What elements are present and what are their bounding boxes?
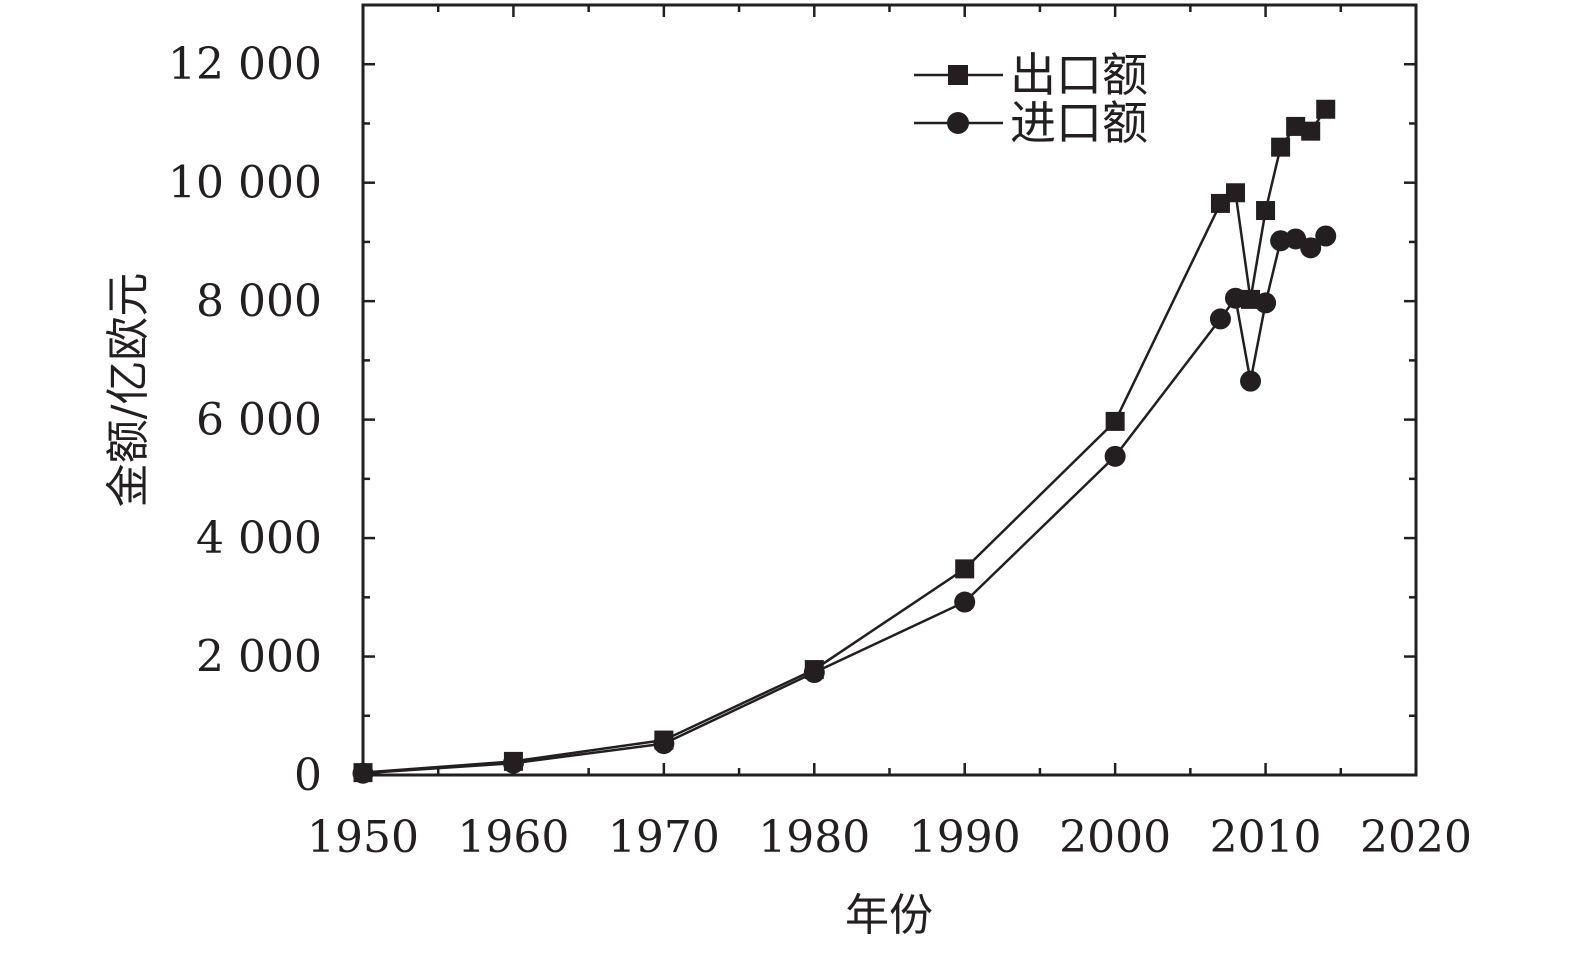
data-point-export	[1301, 121, 1321, 141]
data-point-import	[352, 762, 374, 784]
series-line-export	[362, 108, 1327, 774]
x-tick-label: 2020	[1360, 812, 1472, 863]
data-point-export	[955, 559, 975, 579]
data-point-export	[1225, 183, 1245, 203]
data-point-import	[954, 591, 976, 613]
data-point-import	[1209, 308, 1231, 330]
series-line-import	[362, 235, 1327, 775]
data-point-import	[1300, 237, 1322, 259]
data-point-import	[1104, 445, 1126, 467]
data-point-import	[1224, 287, 1246, 309]
data-point-import	[803, 662, 825, 684]
plot-frame	[361, 3, 1418, 777]
legend-square-marker	[948, 65, 968, 85]
x-tick-label: 1980	[758, 812, 870, 863]
data-point-export	[1256, 201, 1276, 221]
data-point-export	[1286, 116, 1306, 136]
y-tick-label: 10 000	[168, 158, 322, 209]
data-point-import	[1315, 225, 1337, 247]
y-axis-title: 金额/亿欧元	[103, 273, 154, 508]
data-point-import	[502, 752, 524, 774]
data-point-import	[1240, 370, 1262, 392]
x-axis-title: 年份	[845, 890, 933, 941]
data-point-export	[1316, 99, 1336, 119]
legend: 出口额 进口额	[914, 48, 1148, 150]
legend-label-import: 进口额	[1010, 96, 1148, 150]
y-axis-ticks: 0 2 000 4 000 6 000 8 000 10 000 12 000	[168, 39, 1416, 801]
y-tick-label: 8 000	[196, 276, 322, 327]
legend-item-export: 出口额	[914, 48, 1148, 102]
series-layer	[352, 99, 1337, 784]
y-tick-label: 4 000	[196, 513, 322, 564]
legend-item-import: 进口额	[914, 96, 1148, 150]
y-tick-label: 6 000	[196, 395, 322, 446]
x-tick-label: 1960	[457, 812, 569, 863]
y-tick-label: 12 000	[168, 39, 322, 90]
x-tick-label: 1990	[909, 812, 1021, 863]
data-point-export	[1105, 411, 1125, 431]
data-point-export	[1271, 137, 1291, 157]
x-axis-ticks: 1950 1960 1970 1980 1990 2000 2010 2020	[307, 5, 1472, 863]
data-point-import	[1255, 292, 1277, 314]
legend-circle-marker	[947, 112, 969, 134]
data-point-export	[1210, 193, 1230, 213]
data-point-import	[653, 733, 675, 755]
y-tick-label: 0	[294, 750, 322, 801]
x-tick-label: 1970	[608, 812, 720, 863]
legend-label-export: 出口额	[1010, 48, 1148, 102]
y-tick-label: 2 000	[196, 632, 322, 683]
x-tick-label: 2000	[1059, 812, 1171, 863]
x-tick-label: 1950	[307, 812, 419, 863]
x-tick-label: 2010	[1210, 812, 1322, 863]
